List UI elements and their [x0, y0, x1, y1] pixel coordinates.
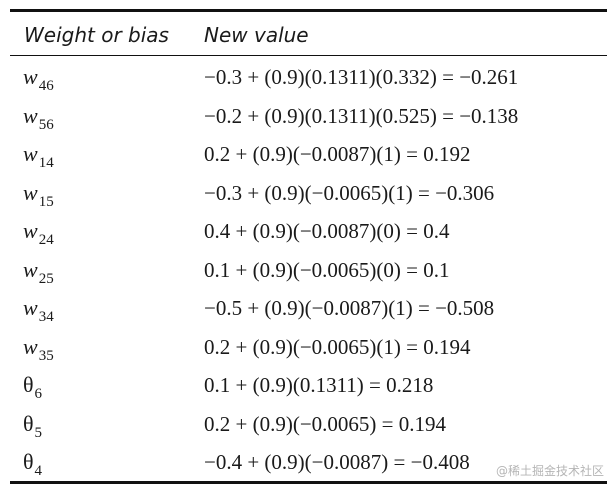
table-row: θ4 −0.4 + (0.9)(−0.0087) = −0.408: [0, 443, 612, 482]
new-value-expression: 0.2 + (0.9)(−0.0065)(1) = 0.194: [204, 334, 471, 359]
parameter-symbol: w: [23, 64, 38, 89]
new-value-expression: −0.2 + (0.9)(0.1311)(0.525) = −0.138: [204, 103, 519, 128]
parameter-name: w46: [23, 60, 54, 94]
parameter-name: w25: [23, 253, 54, 287]
parameter-name: θ4: [23, 445, 42, 479]
new-value-expression: −0.3 + (0.9)(0.1311)(0.332) = −0.261: [204, 65, 519, 89]
parameter-symbol: w: [23, 218, 38, 243]
parameter-name: w56: [23, 99, 54, 133]
parameter-subscript: 5: [34, 424, 43, 441]
parameter-symbol: θ: [23, 372, 34, 397]
new-value-expression: 0.1 + (0.9)(0.1311) = 0.218: [204, 373, 434, 397]
new-value-expression: 0.2 + (0.9)(−0.0065) = 0.194: [204, 411, 447, 436]
parameter-symbol: w: [23, 141, 38, 166]
new-value-expression: −0.5 + (0.9)(−0.0087)(1) = −0.508: [204, 296, 495, 320]
parameter-subscript: 24: [38, 232, 54, 248]
parameter-subscript: 46: [38, 78, 54, 94]
parameter-name: w15: [23, 176, 54, 210]
parameter-symbol: θ: [23, 449, 34, 474]
parameter-symbol: w: [23, 295, 38, 320]
parameter-symbol: θ: [23, 410, 34, 436]
parameter-name: w34: [23, 291, 54, 325]
table-row: θ5 0.2 + (0.9)(−0.0065) = 0.194: [0, 405, 612, 444]
parameter-symbol: w: [23, 179, 38, 205]
parameter-name: θ6: [23, 368, 42, 402]
table-row: w46 −0.3 + (0.9)(0.1311)(0.332) = −0.261: [0, 58, 612, 97]
table-body: w46 −0.3 + (0.9)(0.1311)(0.332) = −0.261…: [0, 58, 612, 482]
parameter-subscript: 4: [34, 463, 43, 479]
table-row: θ6 0.1 + (0.9)(0.1311) = 0.218: [0, 366, 612, 405]
new-value-expression: −0.3 + (0.9)(−0.0065)(1) = −0.306: [204, 180, 495, 205]
parameter-subscript: 56: [38, 116, 54, 133]
parameter-subscript: 14: [38, 155, 54, 171]
table-bottom-rule: [10, 481, 607, 484]
table-row: w35 0.2 + (0.9)(−0.0065)(1) = 0.194: [0, 328, 612, 367]
parameter-subscript: 35: [38, 347, 54, 364]
table-row: w56 −0.2 + (0.9)(0.1311)(0.525) = −0.138: [0, 97, 612, 136]
new-value-expression: 0.1 + (0.9)(−0.0065)(0) = 0.1: [204, 257, 450, 282]
parameter-name: w35: [23, 330, 54, 364]
parameter-symbol: w: [23, 256, 38, 282]
parameter-name: θ5: [23, 407, 42, 441]
table-header-rule: [10, 55, 607, 57]
header-new-value: New value: [204, 23, 309, 47]
parameter-subscript: 6: [34, 386, 43, 402]
table-row: w15 −0.3 + (0.9)(−0.0065)(1) = −0.306: [0, 174, 612, 213]
parameter-name: w24: [23, 214, 54, 248]
header-weight-or-bias: Weight or bias: [24, 23, 169, 47]
new-value-expression: 0.4 + (0.9)(−0.0087)(0) = 0.4: [204, 219, 450, 243]
parameter-subscript: 34: [38, 309, 54, 325]
watermark: @稀土掘金技术社区: [495, 464, 604, 478]
parameter-name: w14: [23, 137, 54, 171]
table-top-rule: [10, 9, 607, 12]
table-row: w34 −0.5 + (0.9)(−0.0087)(1) = −0.508: [0, 289, 612, 328]
new-value-expression: 0.2 + (0.9)(−0.0087)(1) = 0.192: [204, 142, 471, 166]
parameter-symbol: w: [23, 333, 38, 359]
parameter-symbol: w: [23, 102, 38, 128]
table-row: w25 0.1 + (0.9)(−0.0065)(0) = 0.1: [0, 251, 612, 290]
parameter-subscript: 15: [38, 193, 54, 210]
table-row: w24 0.4 + (0.9)(−0.0087)(0) = 0.4: [0, 212, 612, 251]
new-value-expression: −0.4 + (0.9)(−0.0087) = −0.408: [204, 450, 470, 474]
table-row: w14 0.2 + (0.9)(−0.0087)(1) = 0.192: [0, 135, 612, 174]
parameter-subscript: 25: [38, 270, 54, 287]
